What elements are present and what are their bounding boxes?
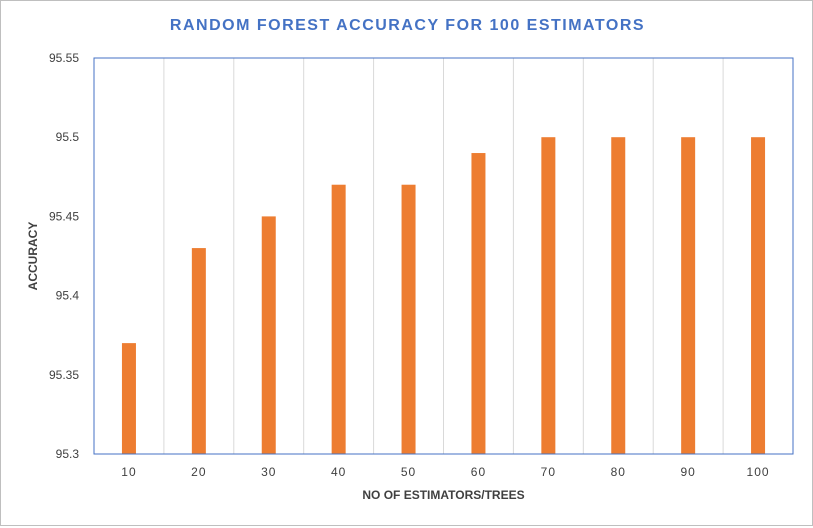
x-tick-label: 10 [121,465,136,479]
y-axis-title: ACCURACY [26,222,40,291]
bar-10 [121,343,136,454]
y-tick-label: 95.5 [56,130,80,144]
bars-layer [121,137,766,455]
x-tick-label: 40 [331,465,346,479]
grid-layer [163,58,724,454]
y-tick-label: 95.3 [56,447,80,461]
bar-100 [751,137,766,454]
y-tick-label: 95.55 [49,51,79,65]
x-tick-label: 20 [191,465,206,479]
x-tick-label: 50 [401,465,416,479]
bar-40 [331,184,346,454]
bar-20 [191,248,206,454]
y-tick-label: 95.4 [56,289,80,303]
bar-30 [261,216,276,454]
y-axis-ticks: 95.3 95.35 95.4 95.45 95.5 95.55 [49,51,79,461]
y-tick-label: 95.35 [49,368,79,382]
plot-area-border [93,57,794,455]
x-tick-label: 70 [541,465,556,479]
bar-90 [681,137,696,454]
x-tick-label: 60 [471,465,486,479]
bar-50 [401,184,416,454]
x-tick-label: 30 [261,465,276,479]
bar-60 [471,153,486,455]
x-tick-label: 100 [747,465,770,479]
chart-title: RANDOM FOREST ACCURACY FOR 100 ESTIMATOR… [169,17,646,34]
x-tick-label: 90 [680,465,695,479]
bar-70 [541,137,556,454]
bar-80 [611,137,626,454]
y-tick-label: 95.45 [49,209,79,223]
x-axis-title: NO OF ESTIMATORS/TREES [362,488,524,502]
x-axis-ticks: 10 20 30 40 50 60 70 80 90 100 [121,465,770,479]
x-tick-label: 80 [611,465,626,479]
